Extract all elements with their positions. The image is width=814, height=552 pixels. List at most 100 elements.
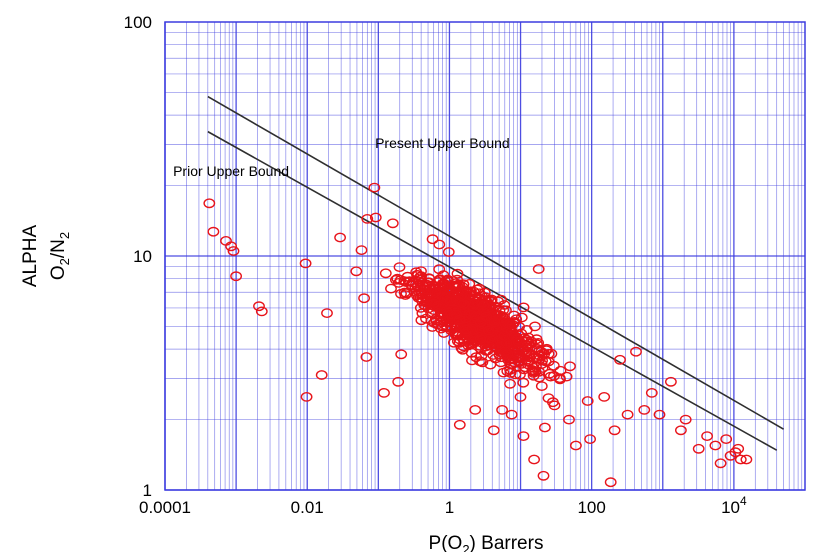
data-point (459, 313, 472, 324)
data-point (499, 346, 511, 357)
data-point (485, 331, 498, 342)
data-point (645, 387, 658, 398)
data-point (368, 182, 381, 193)
data-point (393, 262, 406, 272)
data-point (498, 330, 511, 341)
data-point (608, 425, 621, 436)
data-point (444, 296, 457, 307)
data-point (537, 470, 550, 481)
data-point (477, 300, 490, 311)
data-point (526, 365, 539, 375)
data-point (466, 355, 478, 366)
plot-frame (164, 21, 806, 491)
data-point (621, 409, 634, 420)
data-point (420, 313, 432, 324)
y-tick-label: 10 (133, 247, 152, 266)
bound-annotation: Present Upper Bound (375, 135, 510, 151)
data-point (321, 308, 333, 318)
data-point (714, 458, 727, 469)
data-point (495, 294, 507, 305)
x-tick-label: 104 (721, 494, 747, 517)
data-point (423, 273, 436, 284)
grid-lines (164, 22, 805, 491)
x-tick-labels: 0.0001 0.01 1 100 104 (139, 494, 747, 517)
data-point (512, 337, 525, 348)
data-point (709, 440, 722, 451)
data-point (474, 317, 487, 328)
data-point (563, 414, 575, 425)
data-point (542, 348, 555, 359)
bound-annotation: Prior Upper Bound (173, 163, 289, 179)
data-point (446, 312, 459, 322)
upper-bound-line (207, 95, 784, 430)
data-point (315, 370, 328, 380)
data-point (451, 287, 464, 298)
data-point (604, 477, 617, 488)
data-point (470, 352, 482, 363)
x-axis-title: P(O2) Barrers (429, 533, 544, 552)
data-point (554, 374, 566, 385)
data-point (385, 283, 397, 294)
data-point (506, 319, 519, 330)
data-point (378, 387, 390, 398)
data-point (433, 239, 446, 250)
data-point (479, 345, 492, 356)
data-point (740, 454, 753, 465)
data-point (447, 290, 460, 301)
data-point (457, 279, 470, 290)
y-axis-title: ALPHA O2/N2 (20, 225, 72, 288)
data-point (453, 419, 466, 430)
data-point (536, 355, 548, 366)
data-point (300, 391, 313, 402)
data-point (392, 376, 405, 387)
data-point (512, 343, 525, 354)
data-point (630, 346, 642, 357)
data-point (358, 293, 370, 304)
data-point (456, 297, 469, 308)
data-point (732, 443, 745, 454)
data-point (638, 404, 651, 415)
data-point (701, 431, 713, 441)
data-point (207, 226, 220, 237)
data-point (464, 290, 477, 301)
data-point (614, 354, 626, 365)
data-point (584, 434, 596, 444)
data-point (542, 356, 555, 367)
data-point (412, 270, 424, 280)
data-point (501, 366, 514, 377)
data-point (392, 277, 405, 288)
data-point (539, 422, 551, 433)
y-tick-label: 100 (124, 13, 152, 32)
data-point (495, 352, 507, 363)
data-point (455, 343, 468, 353)
data-point (665, 376, 677, 387)
data-point (334, 232, 346, 243)
upper-bound-line (207, 130, 778, 451)
data-point (483, 333, 496, 344)
data-point (426, 234, 439, 245)
data-point (452, 280, 465, 290)
data-point (435, 317, 448, 328)
data-point (379, 268, 392, 279)
data-point (453, 334, 466, 345)
data-point (653, 409, 666, 420)
data-point (457, 298, 470, 309)
data-point (474, 334, 487, 344)
data-points (203, 182, 753, 488)
data-point (203, 198, 216, 209)
data-point (453, 314, 466, 325)
data-point (451, 268, 464, 279)
y-tick-labels: 1 10 100 (124, 13, 152, 500)
data-point (230, 271, 243, 282)
y-axis-title-line2: O2/N2 (48, 232, 72, 280)
data-point (369, 212, 382, 223)
data-point (547, 397, 559, 408)
data-point (517, 377, 530, 388)
data-point (227, 246, 240, 256)
data-point (514, 392, 527, 402)
x-tick-label: 100 (577, 498, 605, 517)
data-point (519, 362, 532, 373)
data-point (564, 361, 576, 372)
data-point (527, 370, 540, 381)
